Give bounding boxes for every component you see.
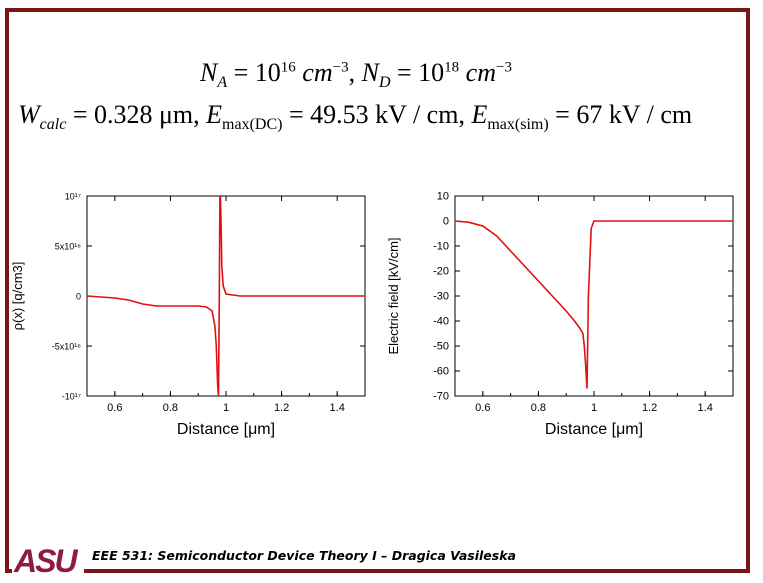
x-axis-label: Distance [μm] — [545, 421, 643, 438]
data-curve — [87, 196, 365, 396]
electric-field-chart: 0.6 0.8 1 1.2 1.4 10 0 -10 -20 -30 -40 -50 -60 -70 Dis… — [386, 191, 734, 438]
y-tick-label: -10¹⁷ — [62, 392, 81, 402]
data-curve — [455, 220, 733, 389]
asu-logo: ASU — [12, 543, 84, 576]
y-tick-label: 10¹⁷ — [65, 192, 81, 202]
y-tick-label: -30 — [433, 291, 449, 303]
y-tick-label: 5x10¹⁶ — [55, 242, 82, 252]
svg-text:ASU: ASU — [13, 543, 78, 576]
results-equation: Wcalc = 0.328 μm, Emax(DC) = 49.53 kV / … — [18, 100, 693, 134]
slide-frame — [5, 8, 750, 573]
footer-text: EEE 531: Semiconductor Device Theory I –… — [92, 548, 516, 563]
x-tick-label: 1 — [591, 402, 597, 414]
x-axis-label: Distance [μm] — [177, 421, 275, 438]
y-tick-label: -50 — [433, 341, 449, 353]
charge-density-chart: 0.6 0.8 1 1.2 1.4 10¹⁷ 5x10¹⁶ 0 -5x10¹⁶ -10¹⁷ Dist… — [10, 192, 366, 438]
x-tick-label: 1.2 — [274, 402, 289, 414]
y-tick-label: -20 — [433, 266, 449, 278]
x-tick-label: 1.2 — [642, 402, 657, 414]
y-tick-label: -5x10¹⁶ — [52, 342, 82, 352]
x-tick-label: 0.8 — [163, 402, 178, 414]
y-tick-label: 0 — [443, 216, 449, 228]
x-tick-label: 0.6 — [107, 402, 122, 414]
plot-frame — [454, 195, 734, 397]
y-tick-label: -70 — [433, 391, 449, 403]
x-tick-label: 1 — [223, 402, 229, 414]
doping-equation: NA = 1016 cm−3, ND = 1018 cm−3 — [200, 58, 512, 92]
y-axis-label: ρ(x) [q/cm3] — [10, 262, 25, 331]
x-tick-label: 0.8 — [531, 402, 546, 414]
y-tick-label: 0 — [76, 292, 81, 302]
x-tick-label: 1.4 — [330, 402, 345, 414]
x-tick-label: 0.6 — [475, 402, 490, 414]
x-tick-label: 1.4 — [698, 402, 713, 414]
y-tick-label: -60 — [433, 366, 449, 378]
y-tick-label: -40 — [433, 316, 449, 328]
y-axis-label: Electric field [kV/cm] — [386, 237, 401, 354]
y-tick-label: -10 — [433, 241, 449, 253]
y-tick-label: 10 — [437, 191, 449, 203]
